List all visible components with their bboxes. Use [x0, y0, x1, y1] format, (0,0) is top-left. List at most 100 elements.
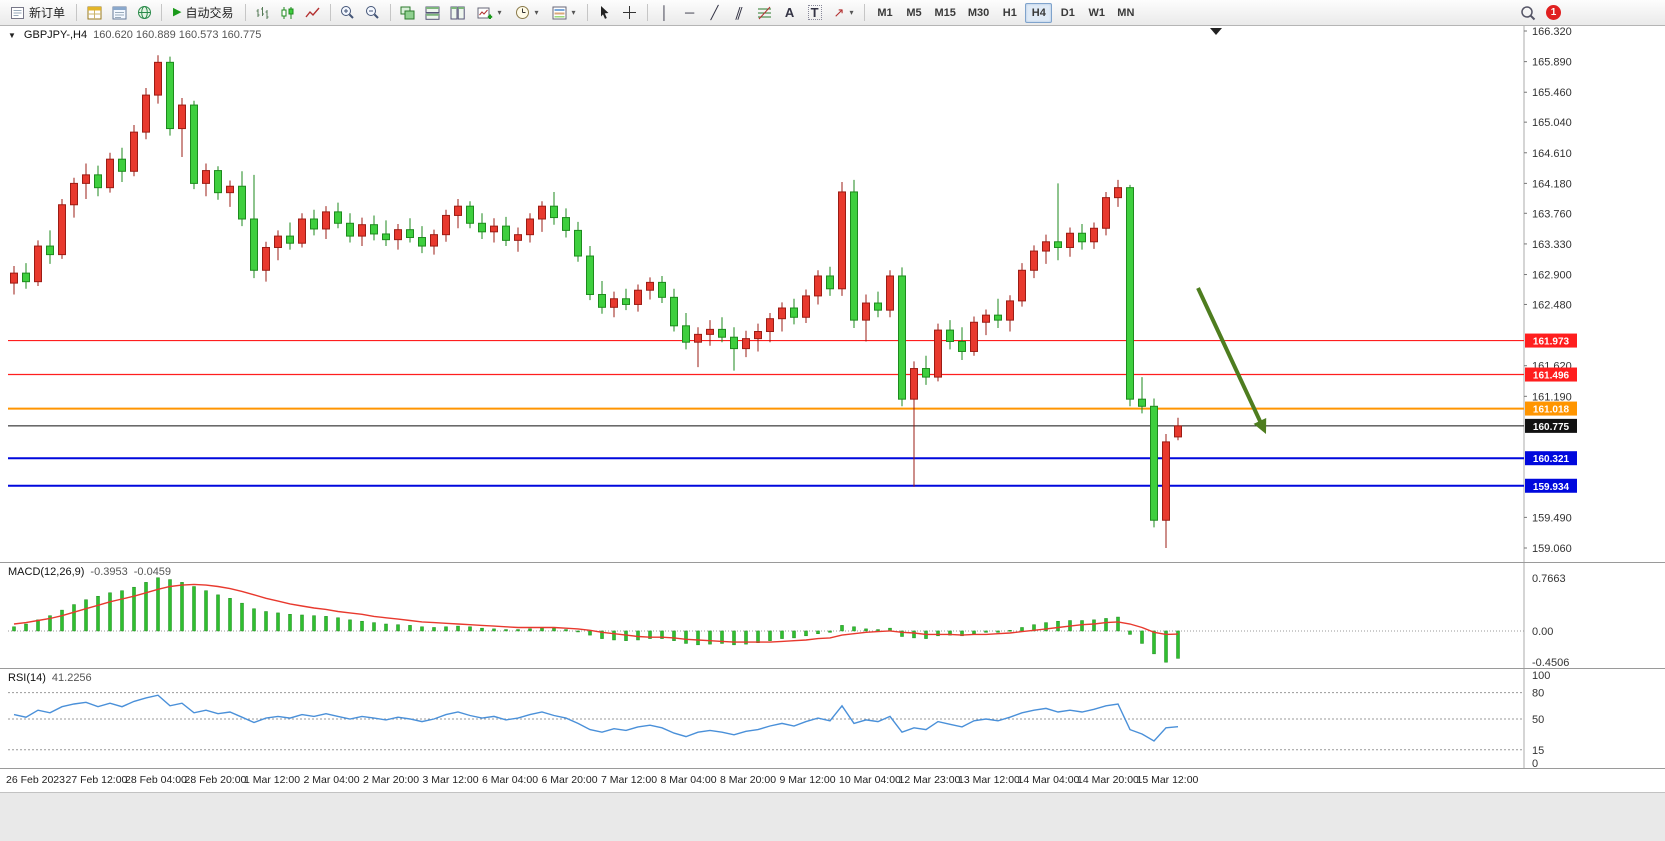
- rsi-axis-tick: 100: [1532, 670, 1550, 682]
- new-order-button[interactable]: 新订单: [4, 2, 71, 24]
- tile-windows-button[interactable]: [396, 2, 420, 24]
- time-axis-label: 27 Feb 12:00: [65, 774, 128, 786]
- periods-drop-button[interactable]: ▾: [509, 2, 545, 24]
- rsi-indicator-pane[interactable]: 100 80 50 15 0 RSI(14) 41.2256: [0, 668, 1665, 769]
- candle: [226, 185, 234, 194]
- timeframe-group: M1 M5 M15 M30 H1 H4 D1 W1 MN: [870, 2, 1140, 23]
- search-icon[interactable]: [1520, 5, 1536, 21]
- price-line-badge: [1525, 367, 1577, 382]
- trendline-icon: ╱: [710, 5, 719, 20]
- time-axis[interactable]: 26 Feb 2023 27 Feb 12:00 28 Feb 04:00 28 Fe…: [0, 768, 1665, 792]
- macd-value: -0.3953: [90, 566, 128, 578]
- timeframe-button-m1[interactable]: M1: [871, 3, 898, 23]
- zoom-out-button[interactable]: [361, 2, 385, 24]
- text-label-tool-button[interactable]: T: [803, 2, 827, 24]
- macd-indicator-pane[interactable]: 0.7663 0.00 -0.4506 MACD(12,26,9) -0.3953 …: [0, 562, 1665, 669]
- price-line-badge: [1525, 401, 1577, 416]
- trendline-tool-button[interactable]: ╱: [703, 2, 727, 24]
- price-line-badge: [1525, 451, 1577, 466]
- candle: [94, 174, 102, 189]
- new-order-label: 新订单: [29, 6, 66, 20]
- bar-chart-icon: [255, 6, 270, 20]
- collapse-icon[interactable]: ▼: [8, 30, 16, 40]
- vertical-line-tool-button[interactable]: │: [653, 2, 677, 24]
- candle: [298, 218, 306, 244]
- templates-icon: [552, 6, 567, 20]
- candle: [22, 272, 30, 283]
- time-axis-label: 3 Mar 12:00: [422, 774, 479, 786]
- timeframe-button-h1[interactable]: H1: [996, 3, 1023, 23]
- cursor-tool-button[interactable]: [593, 2, 617, 24]
- rsi-name: RSI(14): [8, 672, 46, 684]
- rsi-canvas[interactable]: 100 80 50 150: [0, 669, 1665, 769]
- candle: [898, 275, 906, 400]
- macd-canvas[interactable]: 0.7663 0.00 -0.4506: [0, 563, 1665, 669]
- new-chart-button[interactable]: ▾: [471, 2, 508, 24]
- candle: [826, 275, 834, 290]
- candle: [958, 340, 966, 352]
- rsi-value: 41.2256: [51, 672, 92, 684]
- templates-drop-button[interactable]: ▾: [546, 2, 582, 24]
- bar-chart-mode-button[interactable]: [251, 2, 275, 24]
- price-axis-tick: 165.460: [1532, 87, 1572, 99]
- price-axis-tick: 166.320: [1532, 26, 1572, 38]
- candle: [1090, 227, 1098, 243]
- crosshair-icon: [622, 5, 637, 20]
- timeframe-button-h4[interactable]: H4: [1025, 2, 1053, 23]
- crosshair-tool-button[interactable]: [618, 2, 642, 24]
- time-axis-label: 14 Mar 20:00: [1077, 774, 1139, 786]
- chart-shift-marker[interactable]: [1210, 28, 1222, 35]
- candle: [334, 211, 342, 224]
- candle: [1114, 187, 1122, 199]
- candle: [946, 329, 954, 342]
- candlestick-mode-button[interactable]: [276, 2, 300, 24]
- window-footer: [0, 792, 1665, 841]
- price-axis-tick: 162.900: [1532, 270, 1572, 282]
- timeframe-button-w1[interactable]: W1: [1083, 3, 1110, 23]
- arrows-tool-button[interactable]: ↗ ▾: [828, 2, 860, 24]
- timeframe-button-mn[interactable]: MN: [1112, 3, 1139, 23]
- timeframe-button-m5[interactable]: M5: [900, 3, 927, 23]
- time-axis-label: 2 Mar 20:00: [363, 774, 420, 786]
- text-label-icon: T: [807, 5, 822, 20]
- candle: [982, 314, 990, 323]
- market-watch-button[interactable]: [82, 2, 106, 24]
- trend-arrow-annotation[interactable]: [1196, 287, 1267, 434]
- candle: [790, 307, 798, 318]
- data-window-button[interactable]: [107, 2, 131, 24]
- candle: [262, 246, 270, 271]
- new-order-icon: [10, 6, 25, 20]
- channel-tool-button[interactable]: ∥: [728, 2, 752, 24]
- autotrading-button[interactable]: ▶ 自动交易: [167, 2, 239, 24]
- candle: [682, 325, 690, 343]
- candle: [166, 61, 174, 130]
- line-chart-mode-button[interactable]: [301, 2, 325, 24]
- zoom-in-button[interactable]: [336, 2, 360, 24]
- price-chart-canvas[interactable]: 166.320 165.890 165.460 165.040 164.610 164.1…: [0, 26, 1665, 562]
- fibonacci-tool-button[interactable]: [753, 2, 777, 24]
- candle: [142, 94, 150, 133]
- horizontal-line-tool-button[interactable]: ─: [678, 2, 702, 24]
- price-axis-tick: 163.760: [1532, 208, 1572, 220]
- macd-label: MACD(12,26,9) -0.3953 -0.0459: [8, 566, 171, 578]
- chart-title-bar: ▼ GBPJPY-,H4 160.620 160.889 160.573 160…: [8, 29, 261, 41]
- candle: [454, 205, 462, 216]
- candle: [382, 233, 390, 241]
- navigator-button[interactable]: [132, 2, 156, 24]
- text-tool-button[interactable]: A: [778, 2, 802, 24]
- arrange-horizontal-button[interactable]: [421, 2, 445, 24]
- candle: [106, 158, 114, 189]
- candle: [214, 170, 222, 194]
- timeframe-button-m30[interactable]: M30: [963, 3, 994, 23]
- notification-badge[interactable]: 1: [1546, 5, 1561, 20]
- candle: [346, 222, 354, 237]
- timeframe-button-m15[interactable]: M15: [929, 3, 960, 23]
- candle: [1006, 300, 1014, 321]
- price-chart-pane[interactable]: 166.320 165.890 165.460 165.040 164.610 164.1…: [0, 26, 1665, 562]
- candle: [82, 174, 90, 184]
- timeframe-button-d1[interactable]: D1: [1054, 3, 1081, 23]
- candle: [46, 245, 54, 256]
- arrange-vertical-button[interactable]: [446, 2, 470, 24]
- candle: [706, 328, 714, 335]
- price-lines-layer[interactable]: 161.973 161.496 161.018 160.775 160.321 159.9…: [8, 333, 1577, 493]
